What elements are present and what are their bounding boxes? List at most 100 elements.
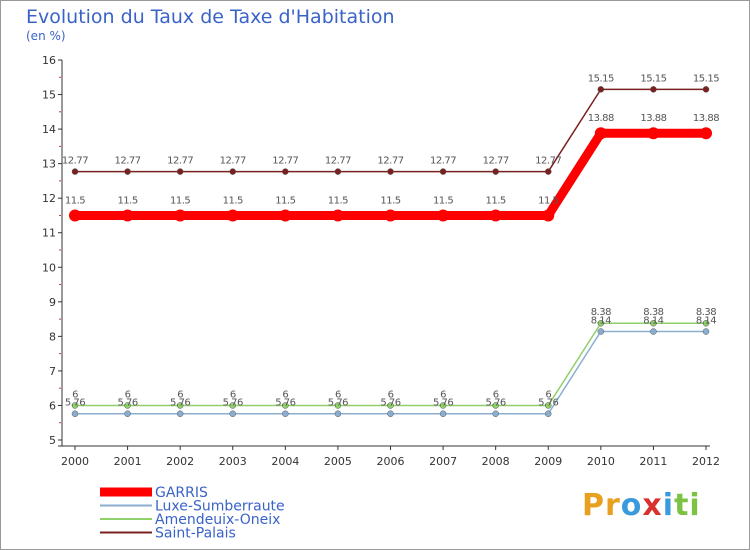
x-tick-label: 2009 <box>534 455 562 468</box>
data-point <box>282 168 289 175</box>
data-label: 6 <box>440 389 446 400</box>
data-point <box>174 209 187 222</box>
data-point <box>545 410 552 417</box>
data-point <box>229 402 236 409</box>
data-point <box>492 168 499 175</box>
data-label: 5.76 <box>170 398 190 409</box>
data-label: 13.88 <box>693 113 719 124</box>
data-label: 5.76 <box>433 398 453 409</box>
data-label: 5.76 <box>117 398 137 409</box>
x-tick-label: 2010 <box>587 455 615 468</box>
data-point <box>650 86 657 93</box>
data-point <box>439 410 447 417</box>
data-point <box>387 168 394 175</box>
data-label: 5.76 <box>328 398 348 409</box>
data-point <box>702 319 710 327</box>
x-tick-label: 2004 <box>271 455 299 468</box>
data-point <box>545 168 552 175</box>
data-point <box>279 209 292 222</box>
data-point <box>597 328 605 335</box>
data-label: 8.38 <box>696 307 716 318</box>
data-point <box>71 410 79 417</box>
data-point <box>650 328 657 335</box>
data-label: 5.76 <box>538 398 558 409</box>
data-label: 11.5 <box>117 195 137 206</box>
data-label: 8.38 <box>643 307 663 318</box>
x-tick-label: 2012 <box>692 455 720 468</box>
data-point <box>226 209 239 222</box>
x-tick-label: 2007 <box>429 455 457 468</box>
data-label: 6 <box>282 389 288 400</box>
y-tick-label: 16 <box>42 54 56 67</box>
data-point <box>650 319 657 327</box>
data-point <box>331 209 344 222</box>
x-tick-label: 2001 <box>114 455 142 468</box>
data-point <box>387 402 394 409</box>
data-label: 15.15 <box>693 73 719 84</box>
data-point <box>387 410 394 417</box>
data-point <box>282 402 289 409</box>
logo-letter: r <box>605 488 621 523</box>
data-label: 15.15 <box>588 73 614 84</box>
logo-letter: x <box>642 488 663 523</box>
data-point <box>71 168 79 175</box>
y-tick-label: 6 <box>49 399 56 412</box>
y-tick-label: 7 <box>49 365 56 378</box>
data-point <box>542 209 555 222</box>
data-point <box>597 319 605 327</box>
data-label: 12.77 <box>535 156 561 167</box>
data-label: 12.77 <box>377 156 403 167</box>
data-label: 12.77 <box>115 156 141 167</box>
x-tick-label: 2005 <box>324 455 352 468</box>
data-point <box>545 402 552 409</box>
y-tick-label: 15 <box>42 89 56 102</box>
data-label: 8.14 <box>591 316 611 327</box>
data-label: 15.15 <box>640 73 666 84</box>
data-label: 6 <box>230 389 236 400</box>
data-point <box>71 402 79 409</box>
y-tick-label: 13 <box>42 158 56 171</box>
data-point <box>124 410 131 417</box>
data-label: 5.76 <box>275 398 295 409</box>
data-point <box>437 209 450 222</box>
data-label: 6 <box>388 389 394 400</box>
data-label: 12.77 <box>272 156 298 167</box>
data-label: 5.76 <box>65 398 85 409</box>
data-point <box>176 168 184 175</box>
x-tick-label: 2003 <box>219 455 247 468</box>
data-label: 6 <box>177 389 183 400</box>
data-point <box>492 402 499 409</box>
logo-letter: o <box>620 488 643 523</box>
data-label: 8.14 <box>643 316 663 327</box>
data-point <box>124 402 131 409</box>
x-tick-label: 2011 <box>639 455 667 468</box>
y-tick-label: 14 <box>42 123 56 136</box>
data-point <box>176 410 184 417</box>
data-point <box>702 328 710 335</box>
legend-label: GARRIS <box>155 485 208 501</box>
x-tick-label: 2006 <box>377 455 405 468</box>
data-label: 6 <box>545 389 551 400</box>
y-tick-label: 10 <box>42 261 56 274</box>
data-label: 12.77 <box>483 156 509 167</box>
logo-letter: i <box>689 488 701 523</box>
legend-label: Saint-Palais <box>155 526 236 542</box>
legend-label: Amendeuix-Oneix <box>155 512 280 528</box>
data-point <box>439 402 447 409</box>
data-label: 11.5 <box>65 195 85 206</box>
data-label: 6 <box>72 389 78 400</box>
y-tick-label: 12 <box>42 192 56 205</box>
logo-letter: P <box>582 488 605 523</box>
data-label: 11.5 <box>538 195 558 206</box>
data-point <box>700 127 712 140</box>
data-point <box>702 86 710 93</box>
data-label: 12.77 <box>62 156 88 167</box>
y-tick-label: 8 <box>49 330 56 343</box>
data-point <box>282 410 289 417</box>
data-label: 11.5 <box>328 195 348 206</box>
data-label: 12.77 <box>325 156 351 167</box>
data-label: 5.76 <box>223 398 243 409</box>
chart-title: Evolution du Taux de Taxe d'Habitation <box>26 6 395 28</box>
data-point <box>439 168 447 175</box>
